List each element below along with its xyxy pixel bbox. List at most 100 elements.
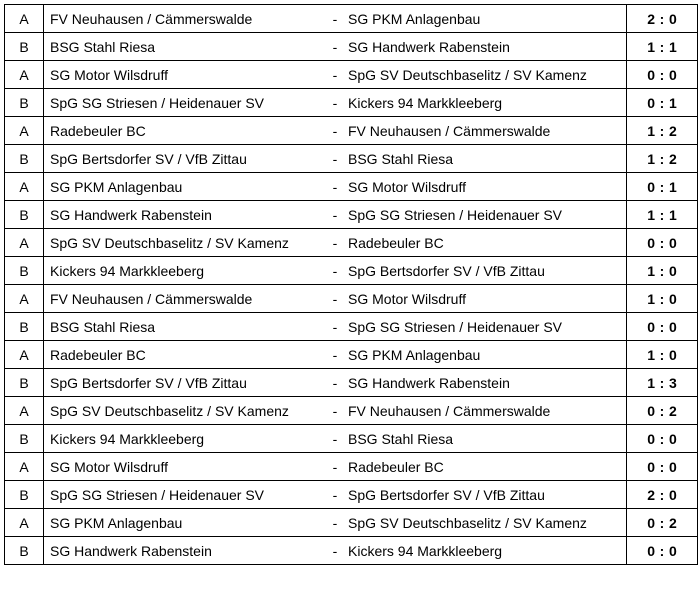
score-colon-cell: : [657,313,667,341]
score-home-cell: 1 [627,117,658,145]
score-away-cell: 1 [667,33,698,61]
fixtures-table: AFV Neuhausen / Cämmerswalde-SG PKM Anla… [4,4,698,565]
score-home-cell: 0 [627,397,658,425]
score-home-cell: 0 [627,509,658,537]
score-colon-cell: : [657,425,667,453]
home-team-cell: SpG Bertsdorfer SV / VfB Zittau [44,369,329,397]
score-home-cell: 0 [627,425,658,453]
score-away-cell: 2 [667,145,698,173]
home-team-cell: SG Motor Wilsdruff [44,453,329,481]
score-colon-cell: : [657,201,667,229]
separator-cell: - [328,257,342,285]
table-row: BSG Handwerk Rabenstein-Kickers 94 Markk… [5,537,698,565]
table-row: BSpG Bertsdorfer SV / VfB Zittau-BSG Sta… [5,145,698,173]
score-colon-cell: : [657,5,667,33]
away-team-cell: SG Handwerk Rabenstein [342,369,627,397]
group-cell: A [5,173,44,201]
separator-cell: - [328,453,342,481]
group-cell: A [5,229,44,257]
score-home-cell: 0 [627,229,658,257]
separator-cell: - [328,285,342,313]
score-away-cell: 2 [667,117,698,145]
group-cell: B [5,89,44,117]
score-colon-cell: : [657,257,667,285]
away-team-cell: BSG Stahl Riesa [342,145,627,173]
home-team-cell: SpG SV Deutschbaselitz / SV Kamenz [44,229,329,257]
group-cell: B [5,33,44,61]
score-colon-cell: : [657,145,667,173]
score-home-cell: 0 [627,173,658,201]
score-away-cell: 0 [667,313,698,341]
separator-cell: - [328,61,342,89]
score-away-cell: 2 [667,397,698,425]
home-team-cell: SG Handwerk Rabenstein [44,201,329,229]
score-away-cell: 0 [667,537,698,565]
score-colon-cell: : [657,537,667,565]
table-row: AFV Neuhausen / Cämmerswalde-SG Motor Wi… [5,285,698,313]
separator-cell: - [328,425,342,453]
score-colon-cell: : [657,229,667,257]
group-cell: B [5,313,44,341]
score-away-cell: 1 [667,201,698,229]
group-cell: A [5,117,44,145]
home-team-cell: SpG SG Striesen / Heidenauer SV [44,89,329,117]
home-team-cell: Radebeuler BC [44,117,329,145]
score-away-cell: 0 [667,257,698,285]
score-colon-cell: : [657,509,667,537]
score-home-cell: 2 [627,481,658,509]
group-cell: A [5,509,44,537]
away-team-cell: SG PKM Anlagenbau [342,5,627,33]
away-team-cell: BSG Stahl Riesa [342,425,627,453]
score-away-cell: 3 [667,369,698,397]
score-colon-cell: : [657,89,667,117]
separator-cell: - [328,369,342,397]
home-team-cell: SpG Bertsdorfer SV / VfB Zittau [44,145,329,173]
table-row: AFV Neuhausen / Cämmerswalde-SG PKM Anla… [5,5,698,33]
away-team-cell: SpG SV Deutschbaselitz / SV Kamenz [342,61,627,89]
away-team-cell: SpG SG Striesen / Heidenauer SV [342,201,627,229]
away-team-cell: SpG Bertsdorfer SV / VfB Zittau [342,257,627,285]
score-away-cell: 0 [667,341,698,369]
score-home-cell: 1 [627,285,658,313]
table-row: ARadebeuler BC-FV Neuhausen / Cämmerswal… [5,117,698,145]
score-away-cell: 2 [667,509,698,537]
group-cell: B [5,537,44,565]
separator-cell: - [328,201,342,229]
home-team-cell: SpG SG Striesen / Heidenauer SV [44,481,329,509]
score-away-cell: 0 [667,285,698,313]
group-cell: B [5,257,44,285]
home-team-cell: SpG SV Deutschbaselitz / SV Kamenz [44,397,329,425]
table-row: BSG Handwerk Rabenstein-SpG SG Striesen … [5,201,698,229]
score-home-cell: 1 [627,369,658,397]
away-team-cell: SG Handwerk Rabenstein [342,33,627,61]
group-cell: A [5,61,44,89]
separator-cell: - [328,397,342,425]
table-row: ASpG SV Deutschbaselitz / SV Kamenz-Rade… [5,229,698,257]
home-team-cell: BSG Stahl Riesa [44,33,329,61]
score-colon-cell: : [657,285,667,313]
separator-cell: - [328,229,342,257]
score-home-cell: 0 [627,89,658,117]
away-team-cell: Radebeuler BC [342,229,627,257]
score-colon-cell: : [657,173,667,201]
away-team-cell: SG Motor Wilsdruff [342,173,627,201]
table-row: BKickers 94 Markkleeberg-SpG Bertsdorfer… [5,257,698,285]
score-away-cell: 1 [667,173,698,201]
home-team-cell: SG PKM Anlagenbau [44,173,329,201]
score-home-cell: 0 [627,61,658,89]
table-row: BBSG Stahl Riesa-SpG SG Striesen / Heide… [5,313,698,341]
group-cell: B [5,425,44,453]
score-away-cell: 0 [667,453,698,481]
separator-cell: - [328,5,342,33]
table-row: ARadebeuler BC-SG PKM Anlagenbau1:0 [5,341,698,369]
table-row: BKickers 94 Markkleeberg-BSG Stahl Riesa… [5,425,698,453]
group-cell: A [5,453,44,481]
group-cell: A [5,341,44,369]
table-row: BSpG SG Striesen / Heidenauer SV-Kickers… [5,89,698,117]
table-row: ASG Motor Wilsdruff-Radebeuler BC0:0 [5,453,698,481]
score-colon-cell: : [657,453,667,481]
table-row: ASpG SV Deutschbaselitz / SV Kamenz-FV N… [5,397,698,425]
home-team-cell: Kickers 94 Markkleeberg [44,425,329,453]
away-team-cell: Radebeuler BC [342,453,627,481]
group-cell: A [5,397,44,425]
